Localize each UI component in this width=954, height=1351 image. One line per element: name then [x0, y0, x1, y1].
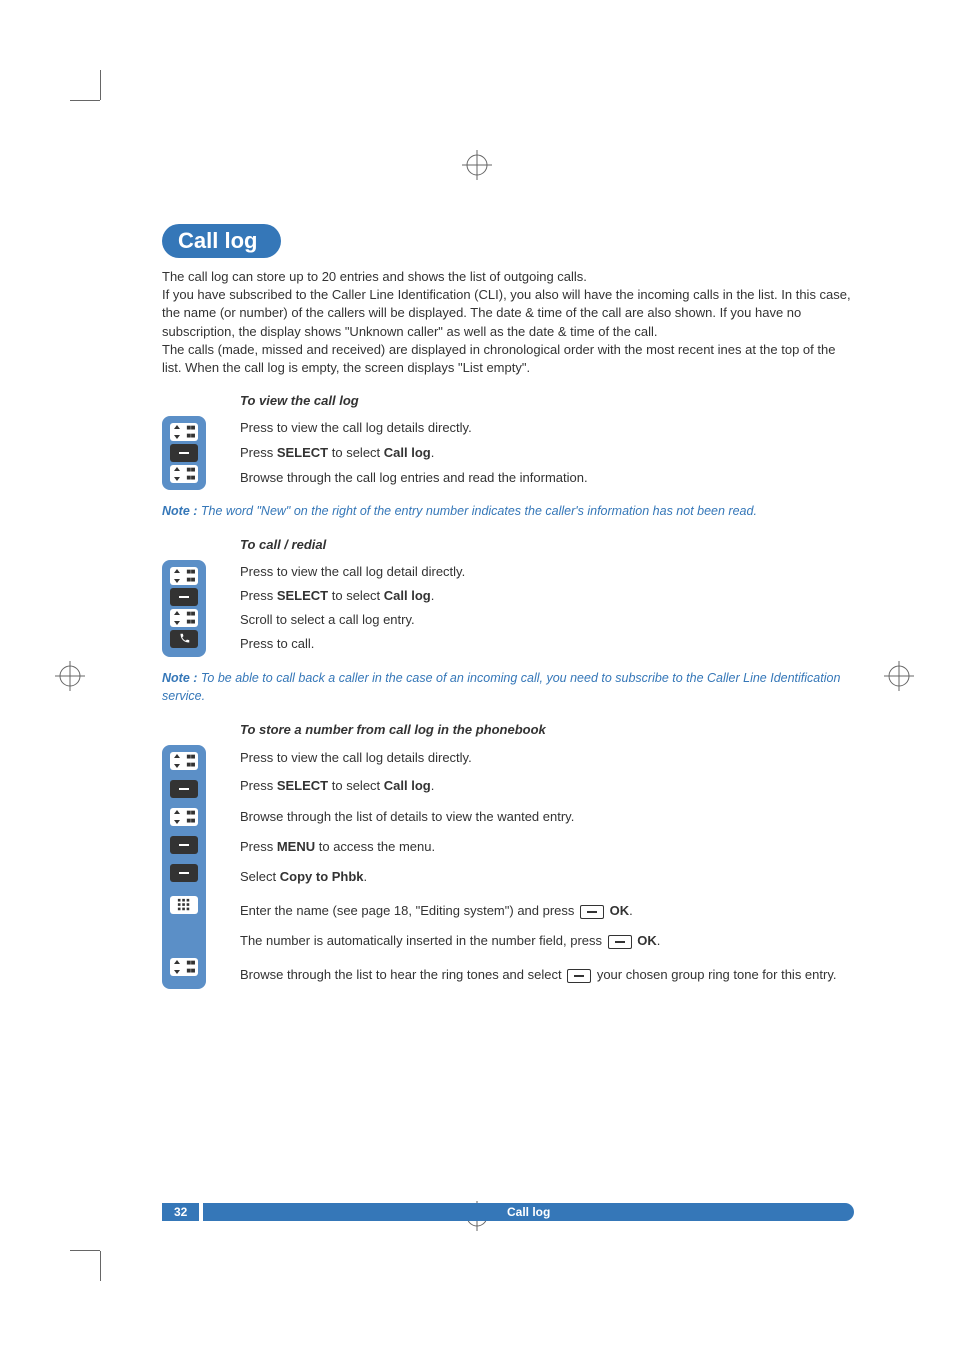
call-icon	[170, 630, 198, 648]
step-text: Browse through the call log entries and …	[240, 466, 854, 490]
crop-mark	[70, 1250, 100, 1251]
nav-icon: ■■■■	[170, 752, 198, 770]
softkey-icon	[170, 864, 198, 882]
softkey-icon	[170, 836, 198, 854]
registration-mark-top	[462, 150, 492, 180]
step-fragment: your chosen group ring tone for this ent…	[593, 967, 836, 982]
note-label: Note :	[162, 671, 197, 685]
step-fragment: The number is automatically inserted in …	[240, 933, 606, 948]
crop-mark	[70, 100, 100, 101]
intro-line-3: The calls (made, missed and received) ar…	[162, 341, 854, 377]
nav-icon: ■■■■	[170, 808, 198, 826]
page-content: Call log The call log can store up to 20…	[162, 224, 854, 993]
page-number: 32	[162, 1203, 199, 1221]
view-steps: Press to view the call log details direc…	[240, 416, 854, 490]
nav-icon: ■■■■	[170, 958, 198, 976]
intro-line-2: If you have subscribed to the Caller Lin…	[162, 286, 854, 341]
icon-group-store: ■■■■ ■■■■ ■■■■	[162, 745, 206, 989]
softkey-inline-icon	[567, 969, 591, 983]
subheading-redial: To call / redial	[240, 537, 854, 552]
crop-mark	[100, 1251, 101, 1281]
step-text: Press to view the call log details direc…	[240, 416, 854, 440]
step-text: Press to call.	[240, 632, 854, 656]
step-text: Press to view the call log detail direct…	[240, 560, 854, 584]
step-text: The number is automatically inserted in …	[240, 926, 854, 956]
crop-mark	[100, 70, 101, 100]
step-text: Press SELECT to select Call log.	[240, 441, 854, 465]
note-body: To be able to call back a caller in the …	[162, 671, 840, 704]
ok-label: OK	[637, 933, 657, 948]
intro-paragraph: The call log can store up to 20 entries …	[162, 268, 854, 377]
softkey-icon	[170, 780, 198, 798]
step-text: Press MENU to access the menu.	[240, 832, 854, 862]
nav-icon: ■■■■	[170, 567, 198, 585]
step-fragment: Browse through the list to hear the ring…	[240, 967, 565, 982]
step-text: Press to view the call log details direc…	[240, 745, 854, 771]
step-text: Browse through the list to hear the ring…	[240, 956, 854, 988]
keypad-icon	[170, 896, 198, 914]
note-1: Note : The word "New" on the right of th…	[162, 502, 854, 521]
store-section: ■■■■ ■■■■ ■■■■ Press to view the call lo…	[162, 745, 854, 989]
step-fragment: Enter the name (see page 18, "Editing sy…	[240, 903, 578, 918]
note-2: Note : To be able to call back a caller …	[162, 669, 854, 707]
redial-steps: Press to view the call log detail direct…	[240, 560, 854, 657]
softkey-icon	[170, 444, 198, 462]
softkey-icon	[170, 588, 198, 606]
redial-section: ■■■■ ■■■■ Press to view the call log det…	[162, 560, 854, 657]
nav-icon: ■■■■	[170, 465, 198, 483]
step-text: Scroll to select a call log entry.	[240, 608, 854, 632]
registration-mark-left	[55, 661, 85, 691]
note-label: Note :	[162, 504, 197, 518]
step-text: Press SELECT to select Call log.	[240, 584, 854, 608]
view-section: ■■■■ ■■■■ Press to view the call log det…	[162, 416, 854, 490]
subheading-view: To view the call log	[240, 393, 854, 408]
note-body: The word "New" on the right of the entry…	[201, 504, 757, 518]
step-text: Enter the name (see page 18, "Editing sy…	[240, 892, 854, 926]
icon-group-redial: ■■■■ ■■■■	[162, 560, 206, 657]
softkey-inline-icon	[608, 935, 632, 949]
nav-icon: ■■■■	[170, 423, 198, 441]
step-text: Browse through the list of details to vi…	[240, 802, 854, 832]
softkey-inline-icon	[580, 905, 604, 919]
subheading-store: To store a number from call log in the p…	[240, 722, 854, 737]
icon-group-view: ■■■■ ■■■■	[162, 416, 206, 490]
section-header: Call log	[162, 224, 281, 258]
ok-label: OK	[610, 903, 630, 918]
registration-mark-right	[884, 661, 914, 691]
intro-line-1: The call log can store up to 20 entries …	[162, 268, 854, 286]
footer-bar: 32 Call log	[162, 1203, 854, 1221]
step-text: Select Copy to Phbk.	[240, 862, 854, 892]
store-steps: Press to view the call log details direc…	[240, 745, 854, 989]
footer-title: Call log	[203, 1203, 854, 1221]
step-text: Press SELECT to select Call log.	[240, 771, 854, 801]
nav-icon: ■■■■	[170, 609, 198, 627]
